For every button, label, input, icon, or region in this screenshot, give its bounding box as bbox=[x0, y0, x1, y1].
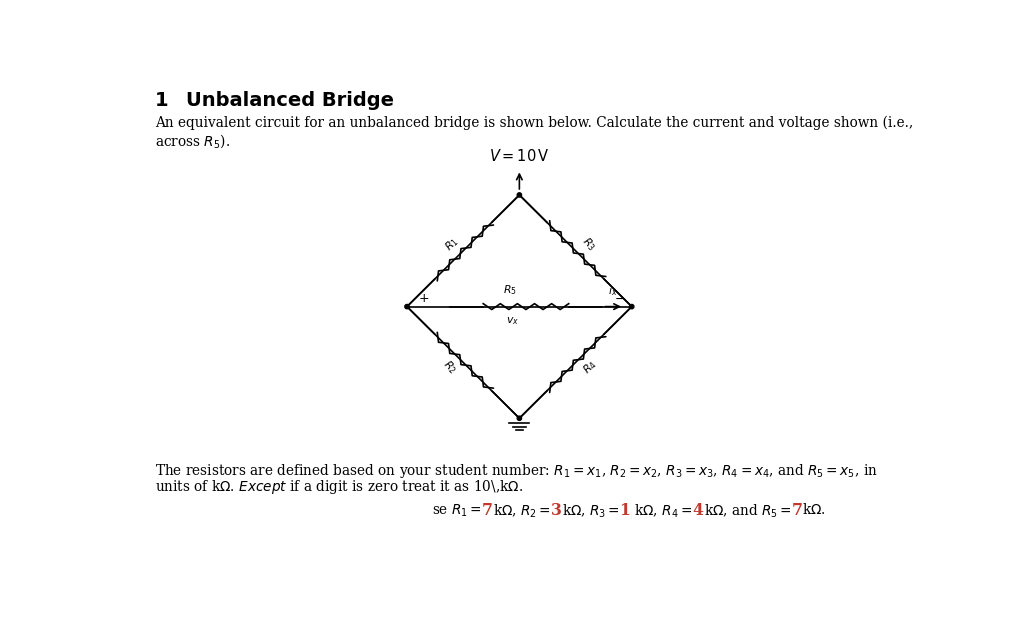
Text: $v_x$: $v_x$ bbox=[506, 315, 519, 327]
Text: 4: 4 bbox=[693, 502, 703, 519]
Text: 7: 7 bbox=[481, 502, 493, 519]
Text: k$\Omega$, and $R_5 = $: k$\Omega$, and $R_5 = $ bbox=[703, 502, 792, 520]
Text: $i_x$: $i_x$ bbox=[607, 284, 617, 298]
Text: k$\Omega$, $R_2 = $: k$\Omega$, $R_2 = $ bbox=[493, 502, 551, 520]
Text: $R_2$: $R_2$ bbox=[440, 357, 460, 377]
Text: $+$: $+$ bbox=[419, 292, 430, 306]
Text: 7: 7 bbox=[792, 502, 803, 519]
Text: se $R_1 = $: se $R_1 = $ bbox=[432, 502, 481, 518]
Circle shape bbox=[517, 193, 521, 197]
Text: An equivalent circuit for an unbalanced bridge is shown below. Calculate the cur: An equivalent circuit for an unbalanced … bbox=[155, 116, 913, 130]
Text: $R_5$: $R_5$ bbox=[503, 283, 517, 297]
Text: Unbalanced Bridge: Unbalanced Bridge bbox=[186, 91, 394, 110]
Text: 1: 1 bbox=[155, 91, 169, 110]
Text: units of k$\Omega$. $\it{Except}$ if a digit is zero treat it as 10\,k$\Omega$.: units of k$\Omega$. $\it{Except}$ if a d… bbox=[155, 478, 523, 496]
Text: 3: 3 bbox=[551, 502, 561, 519]
Circle shape bbox=[404, 304, 410, 309]
Text: $R_1$: $R_1$ bbox=[442, 234, 461, 253]
Text: k$\Omega$, $R_4 = $: k$\Omega$, $R_4 = $ bbox=[631, 502, 693, 520]
Text: $R_4$: $R_4$ bbox=[581, 357, 600, 377]
Text: k$\Omega$.: k$\Omega$. bbox=[803, 502, 826, 517]
Text: across $R_5$).: across $R_5$). bbox=[155, 132, 230, 149]
Text: 1: 1 bbox=[620, 502, 631, 519]
Text: The resistors are defined based on your student number: $R_1 = x_1$, $R_2 = x_2$: The resistors are defined based on your … bbox=[155, 462, 878, 480]
Text: $V = 10\,\mathrm{V}$: $V = 10\,\mathrm{V}$ bbox=[488, 148, 550, 164]
Text: $R_3$: $R_3$ bbox=[579, 234, 598, 254]
Circle shape bbox=[517, 416, 521, 420]
Circle shape bbox=[630, 304, 634, 309]
Text: $-$: $-$ bbox=[613, 292, 625, 306]
Text: k$\Omega$, $R_3 = $: k$\Omega$, $R_3 = $ bbox=[561, 502, 620, 520]
